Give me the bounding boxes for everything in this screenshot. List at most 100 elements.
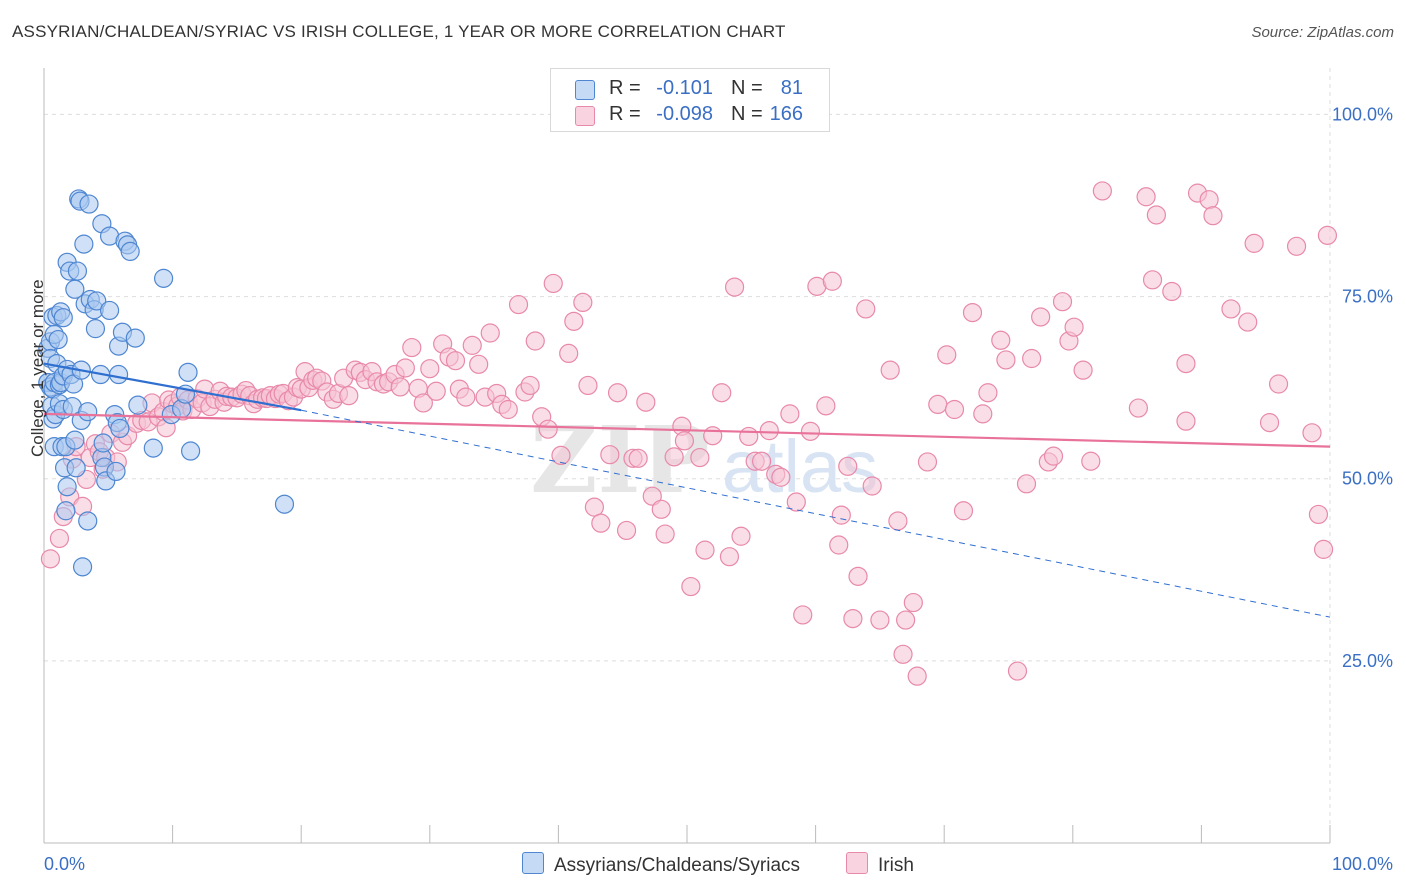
- assyrian-point: [99, 300, 120, 321]
- assyrian-point: [93, 433, 113, 453]
- legend-n-value: 81: [780, 77, 803, 99]
- irish-trend-line: [43, 412, 1331, 448]
- legend-swatch-assyrian: [575, 80, 595, 100]
- irish-point: [600, 445, 620, 465]
- irish-point: [664, 447, 684, 467]
- source-label: Source: ZipAtlas.com: [1251, 24, 1394, 41]
- irish-point: [469, 354, 489, 374]
- legend-row-assyrian: R = -0.101 N = 81: [551, 75, 829, 103]
- y-tick-labels: 100.0% 75.0% 50.0% 25.0%: [1332, 104, 1393, 670]
- series-irish: [40, 181, 1338, 686]
- irish-point: [462, 335, 482, 355]
- irish-point: [822, 271, 842, 291]
- irish-point: [655, 524, 675, 544]
- irish-point: [1203, 206, 1223, 226]
- irish-point: [759, 421, 779, 441]
- y-axis-label: College, 1 year or more: [28, 279, 47, 457]
- irish-point: [838, 456, 858, 476]
- irish-point: [870, 610, 890, 630]
- irish-point: [928, 394, 948, 414]
- irish-point: [564, 311, 584, 331]
- irish-point: [896, 610, 916, 630]
- irish-point: [1146, 205, 1166, 225]
- irish-point: [1031, 307, 1051, 327]
- irish-point: [712, 383, 732, 403]
- irish-point: [1043, 446, 1064, 466]
- bottom-legend-label-assyrian: Assyrians/Chaldeans/Syriacs: [554, 855, 801, 876]
- assyrian-trend-dashed: [301, 409, 1331, 618]
- irish-point: [1244, 233, 1264, 253]
- assyrian-point: [120, 241, 140, 261]
- irish-point: [1081, 451, 1101, 471]
- irish-point: [498, 399, 518, 420]
- x-tick-label-left: 0.0%: [44, 854, 85, 874]
- irish-point: [525, 331, 545, 351]
- bottom-legend-swatch-irish: [846, 852, 868, 874]
- irish-point: [978, 383, 998, 403]
- bottom-legend-swatch-assyrian: [522, 852, 544, 874]
- assyrian-point: [74, 234, 94, 254]
- irish-point: [937, 345, 957, 365]
- irish-point: [917, 452, 938, 472]
- assyrian-point: [53, 308, 73, 328]
- irish-point: [426, 381, 446, 401]
- irish-point: [856, 299, 876, 319]
- legend-r-value: -0.101: [656, 77, 713, 99]
- irish-point: [480, 323, 500, 343]
- irish-point: [1128, 398, 1148, 418]
- assyrian-point: [178, 362, 198, 382]
- irish-point: [520, 375, 540, 396]
- legend-r-label: R =: [609, 103, 641, 125]
- trend-lines: [43, 362, 1331, 618]
- irish-point: [674, 431, 695, 451]
- irish-point: [831, 505, 851, 525]
- assyrian-point: [78, 402, 98, 422]
- chart-title: ASSYRIAN/CHALDEAN/SYRIAC VS IRISH COLLEG…: [12, 22, 786, 41]
- irish-point: [862, 476, 882, 496]
- irish-point: [1136, 187, 1156, 207]
- irish-point: [420, 359, 440, 379]
- irish-point: [642, 486, 662, 506]
- irish-point: [1022, 348, 1042, 369]
- legend-n-value: 166: [769, 103, 803, 125]
- irish-point: [695, 540, 715, 560]
- irish-point: [1259, 413, 1280, 433]
- irish-point: [1286, 236, 1307, 256]
- irish-point: [1142, 270, 1163, 290]
- irish-point: [1313, 539, 1334, 559]
- irish-point: [543, 273, 563, 294]
- irish-point: [996, 350, 1016, 370]
- assyrian-point: [56, 501, 76, 521]
- irish-point: [1308, 504, 1329, 525]
- irish-point: [893, 644, 913, 664]
- irish-point: [508, 294, 529, 315]
- irish-point: [636, 392, 656, 412]
- irish-point: [1302, 423, 1322, 443]
- irish-point: [413, 393, 433, 413]
- irish-point: [888, 511, 908, 531]
- irish-point: [751, 451, 772, 471]
- assyrian-trend-line: [43, 362, 302, 412]
- assyrian-point: [106, 461, 126, 482]
- irish-point: [339, 386, 359, 406]
- legend-r-value: -0.098: [656, 103, 713, 125]
- assyrian-point: [274, 494, 295, 514]
- irish-point: [1317, 225, 1338, 245]
- irish-point: [786, 492, 806, 512]
- irish-point: [843, 608, 863, 629]
- x-tick-labels: 0.0% 100.0%: [44, 854, 1393, 874]
- irish-point: [848, 566, 868, 586]
- assyrian-point: [67, 261, 88, 281]
- irish-point: [1199, 190, 1219, 210]
- irish-point: [651, 499, 671, 519]
- irish-point: [1268, 374, 1289, 394]
- irish-point: [578, 375, 598, 396]
- assyrian-point: [181, 441, 201, 461]
- bottom-legend-irish: Irish: [846, 852, 914, 877]
- irish-point: [390, 377, 410, 397]
- irish-point: [880, 360, 900, 380]
- irish-point: [1073, 360, 1093, 380]
- assyrian-point: [108, 364, 129, 385]
- irish-point: [551, 445, 571, 465]
- irish-point: [962, 303, 983, 323]
